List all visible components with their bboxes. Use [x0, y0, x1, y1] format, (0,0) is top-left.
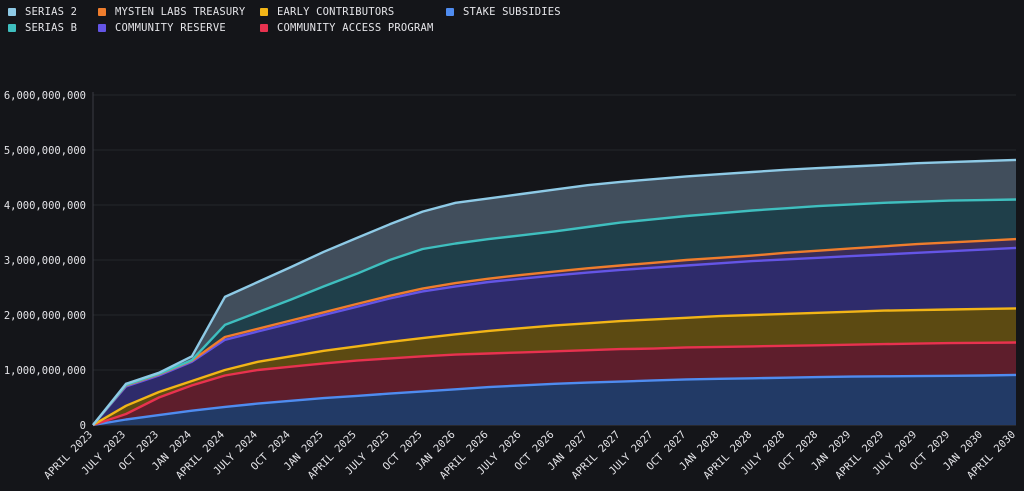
y-tick-label: 0 — [80, 420, 86, 432]
legend-swatch-serias-b — [8, 24, 16, 32]
legend-swatch-community-access-program — [260, 24, 268, 32]
legend-label-serias-2: SERIAS 2 — [25, 6, 78, 18]
legend-item-serias-b[interactable]: SERIAS B — [8, 22, 77, 34]
legend-item-early-contributors[interactable]: EARLY CONTRIBUTORS — [260, 6, 394, 18]
legend-swatch-community-reserve — [98, 24, 106, 32]
legend-item-community-reserve[interactable]: COMMUNITY RESERVE — [98, 22, 226, 34]
legend-label-mysten-labs-treasury: MYSTEN LABS TREASURY — [115, 6, 246, 18]
legend-label-serias-b: SERIAS B — [25, 22, 78, 34]
line-serias-2 — [92, 158, 1017, 426]
legend-label-community-reserve: COMMUNITY RESERVE — [115, 22, 226, 34]
chart-legend: SERIAS 2 SERIAS B MYSTEN LABS TREASURY C… — [8, 4, 1008, 38]
legend-swatch-serias-2 — [8, 8, 16, 16]
y-tick-label: 6,000,000,000 — [4, 90, 86, 102]
line-stake-subsidies — [92, 373, 1017, 427]
y-tick-label: 4,000,000,000 — [4, 200, 86, 212]
legend-swatch-early-contributors — [260, 8, 268, 16]
legend-label-stake-subsidies: STAKE SUBSIDIES — [463, 6, 561, 18]
line-serias-b — [92, 198, 1017, 426]
y-tick-label: 2,000,000,000 — [4, 310, 86, 322]
legend-item-community-access-program[interactable]: COMMUNITY ACCESS PROGRAM — [260, 22, 434, 34]
legend-label-early-contributors: EARLY CONTRIBUTORS — [277, 6, 395, 18]
legend-item-serias-2[interactable]: SERIAS 2 — [8, 6, 77, 18]
y-tick-label: 1,000,000,000 — [4, 365, 86, 377]
line-mysten-labs-treasury — [92, 237, 1017, 426]
legend-swatch-stake-subsidies — [446, 8, 454, 16]
legend-label-community-access-program: COMMUNITY ACCESS PROGRAM — [277, 22, 434, 34]
area-stake-subsidies — [93, 374, 1016, 425]
y-tick-label: 3,000,000,000 — [4, 255, 86, 267]
legend-item-stake-subsidies[interactable]: STAKE SUBSIDIES — [446, 6, 561, 18]
line-early-contributors — [92, 307, 1017, 427]
y-tick-label: 5,000,000,000 — [4, 145, 86, 157]
line-community-reserve — [92, 246, 1017, 426]
legend-item-mysten-labs-treasury[interactable]: MYSTEN LABS TREASURY — [98, 6, 245, 18]
line-community-access-program — [92, 341, 1017, 427]
legend-swatch-mysten-labs-treasury — [98, 8, 106, 16]
